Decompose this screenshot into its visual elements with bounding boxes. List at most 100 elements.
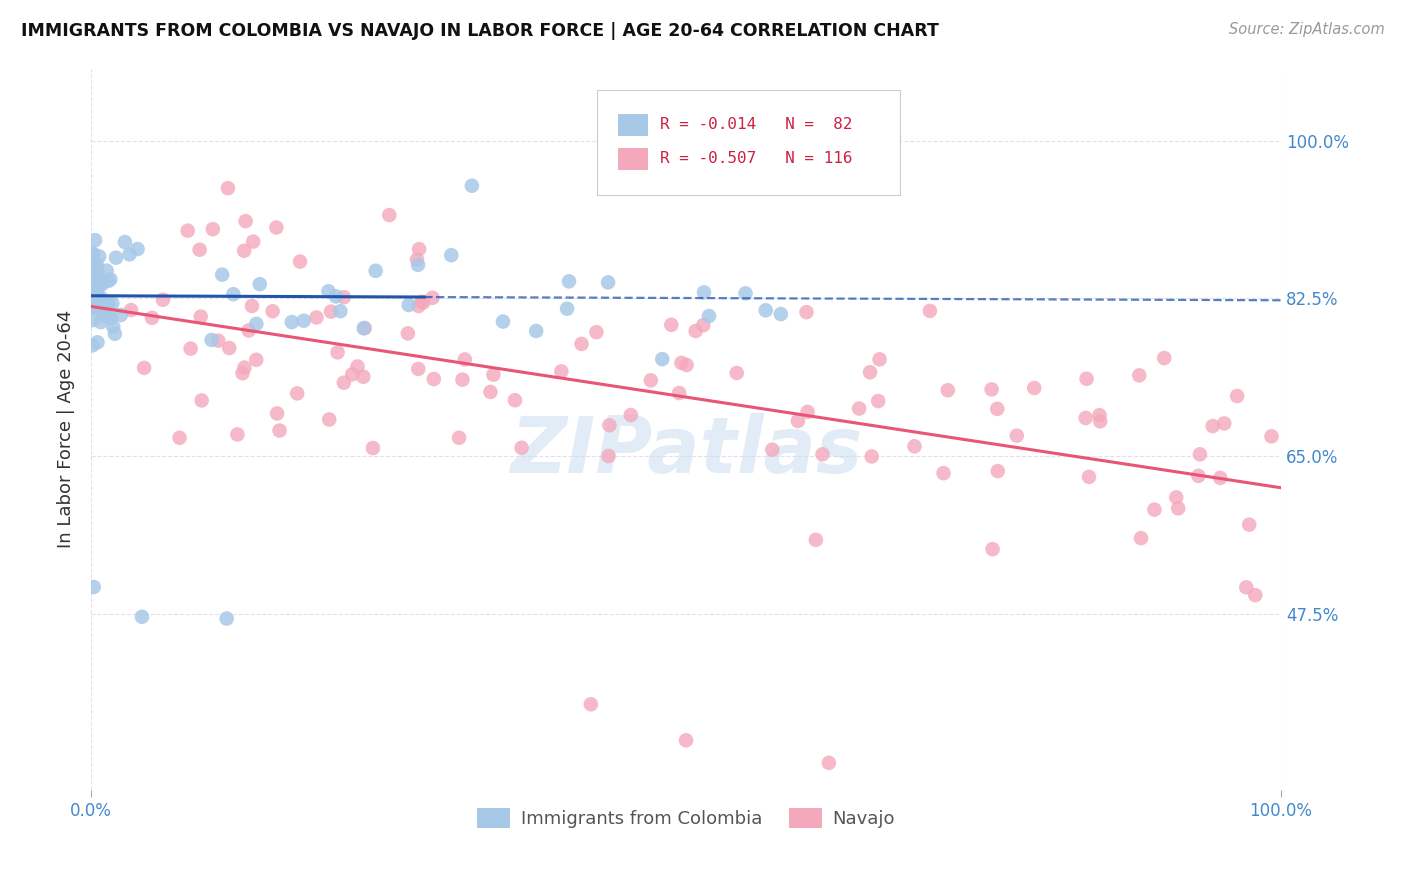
Point xyxy=(110,308,132,322)
Point xyxy=(218,341,240,355)
Point xyxy=(96,263,118,277)
Point xyxy=(201,222,224,236)
Point xyxy=(406,362,429,376)
Point xyxy=(326,345,349,359)
Point xyxy=(378,208,401,222)
Point xyxy=(1244,588,1267,602)
Point xyxy=(97,274,120,288)
Point xyxy=(675,733,697,747)
Point xyxy=(233,244,256,258)
Point xyxy=(1213,417,1236,431)
Point xyxy=(134,360,156,375)
Point xyxy=(1166,491,1188,505)
Point xyxy=(449,431,471,445)
Point xyxy=(936,383,959,397)
Point xyxy=(579,698,602,712)
Point xyxy=(100,310,122,325)
Point xyxy=(1076,372,1098,386)
Point xyxy=(411,294,433,309)
Text: Source: ZipAtlas.com: Source: ZipAtlas.com xyxy=(1229,22,1385,37)
Text: IMMIGRANTS FROM COLOMBIA VS NAVAJO IN LABOR FORCE | AGE 20-64 CORRELATION CHART: IMMIGRANTS FROM COLOMBIA VS NAVAJO IN LA… xyxy=(21,22,939,40)
Point xyxy=(207,334,229,348)
Point xyxy=(796,405,818,419)
Point xyxy=(96,294,118,309)
Point xyxy=(84,295,107,310)
Point xyxy=(89,273,111,287)
Point xyxy=(200,333,222,347)
Point xyxy=(596,276,619,290)
Point xyxy=(90,276,112,290)
Point xyxy=(811,447,834,461)
Point xyxy=(668,386,690,401)
Point xyxy=(141,310,163,325)
Point xyxy=(120,303,142,318)
Point xyxy=(242,235,264,249)
Point xyxy=(598,418,620,433)
Point xyxy=(408,242,430,256)
Point xyxy=(571,337,593,351)
Point xyxy=(285,386,308,401)
Point xyxy=(1202,419,1225,434)
Point xyxy=(1088,408,1111,422)
Point xyxy=(869,352,891,367)
Point xyxy=(725,366,748,380)
Point xyxy=(980,383,1002,397)
Point xyxy=(671,356,693,370)
Bar xyxy=(619,148,648,169)
Point xyxy=(288,254,311,268)
Point xyxy=(319,304,342,318)
Point xyxy=(245,352,267,367)
Point xyxy=(693,285,716,300)
Point xyxy=(333,290,356,304)
Point xyxy=(755,303,778,318)
Point xyxy=(318,285,340,299)
Point xyxy=(734,286,756,301)
Point xyxy=(245,317,267,331)
Point xyxy=(118,247,141,261)
Point xyxy=(364,264,387,278)
Point xyxy=(82,267,104,281)
Point xyxy=(238,323,260,337)
Point xyxy=(353,321,375,335)
Point xyxy=(585,325,607,339)
Point xyxy=(598,449,620,463)
Point xyxy=(440,248,463,262)
Point xyxy=(353,321,375,335)
Point xyxy=(796,305,818,319)
Point xyxy=(1153,351,1175,365)
Point xyxy=(90,277,112,292)
Point xyxy=(84,273,107,287)
Point xyxy=(479,384,502,399)
Point xyxy=(558,274,581,288)
Point xyxy=(1078,470,1101,484)
Point xyxy=(190,393,212,408)
Point xyxy=(1209,471,1232,485)
Point xyxy=(82,282,104,296)
Point xyxy=(675,358,697,372)
Point xyxy=(169,431,191,445)
Point xyxy=(82,301,104,315)
Point xyxy=(86,335,108,350)
Point xyxy=(84,233,107,247)
Point xyxy=(98,272,121,286)
Point xyxy=(451,373,474,387)
Point xyxy=(188,243,211,257)
Point xyxy=(685,324,707,338)
Point xyxy=(82,279,104,293)
Point xyxy=(1187,468,1209,483)
Point xyxy=(346,359,368,374)
Point xyxy=(305,310,328,325)
Point xyxy=(131,609,153,624)
Point xyxy=(787,414,810,428)
Point xyxy=(82,258,104,272)
Point xyxy=(406,258,429,272)
Legend: Immigrants from Colombia, Navajo: Immigrants from Colombia, Navajo xyxy=(470,801,903,835)
Point xyxy=(1237,517,1260,532)
Point xyxy=(235,214,257,228)
Point xyxy=(97,297,120,311)
Point xyxy=(82,291,104,305)
Y-axis label: In Labor Force | Age 20-64: In Labor Force | Age 20-64 xyxy=(58,310,75,549)
Point xyxy=(1234,580,1257,594)
Point xyxy=(152,293,174,307)
Point xyxy=(860,450,883,464)
